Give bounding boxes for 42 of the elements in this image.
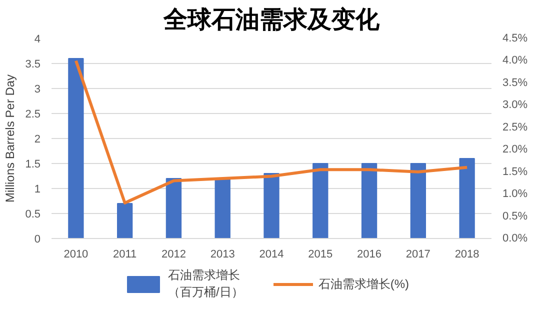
y2-tick-label: 0.5% [502, 210, 528, 222]
y-tick-label: 0 [34, 234, 41, 246]
y2-tick-label: 4.0% [502, 54, 528, 67]
bar [68, 58, 84, 238]
y-tick-label: 2 [34, 134, 41, 146]
y-tick-label: 1 [34, 184, 41, 196]
y2-tick-label: 3.0% [502, 99, 528, 112]
bar [214, 178, 230, 238]
x-tick-label: 2018 [454, 248, 480, 260]
bar [166, 178, 182, 238]
x-tick-label: 2016 [357, 248, 382, 260]
x-tick-label: 2015 [308, 248, 333, 260]
y-tick-label: 4 [34, 34, 41, 46]
y2-tick-label: 0.0% [502, 232, 528, 244]
x-tick-label: 2013 [210, 248, 235, 260]
x-tick-label: 2011 [113, 248, 137, 260]
bar [264, 173, 280, 238]
bar [312, 163, 328, 238]
y-tick-label: 3.5 [25, 58, 41, 70]
legend-label: 石油需求增长(%) [318, 276, 410, 292]
y2-tick-label: 2.5% [502, 121, 528, 134]
y-tick-label: 3 [34, 84, 41, 96]
bar [459, 158, 475, 238]
x-tick-label: 2017 [406, 248, 430, 260]
x-tick-label: 2010 [64, 248, 88, 260]
x-tick-label: 2012 [161, 248, 186, 260]
y-axis-title: Millions Barrels Per Day [3, 74, 18, 203]
y2-tick-label: 2.0% [502, 144, 528, 156]
bar [361, 163, 378, 238]
y-tick-label: 0.5 [25, 208, 41, 220]
bar [410, 163, 426, 238]
y2-tick-label: 1.5% [502, 166, 528, 178]
bar [117, 203, 133, 238]
x-tick-label: 2014 [259, 248, 284, 260]
line-series [74, 59, 469, 204]
y2-tick-label: 1.0% [502, 188, 528, 200]
y-tick-label: 2.5 [25, 108, 41, 120]
y-tick-label: 1.5 [25, 158, 41, 170]
chart-title: 全球石油需求及变化 [162, 6, 380, 34]
legend-label: 石油需求增长（百万桶/日） [168, 267, 244, 301]
y2-tick-label: 4.5% [502, 32, 528, 44]
y2-tick-label: 3.5% [502, 76, 528, 89]
